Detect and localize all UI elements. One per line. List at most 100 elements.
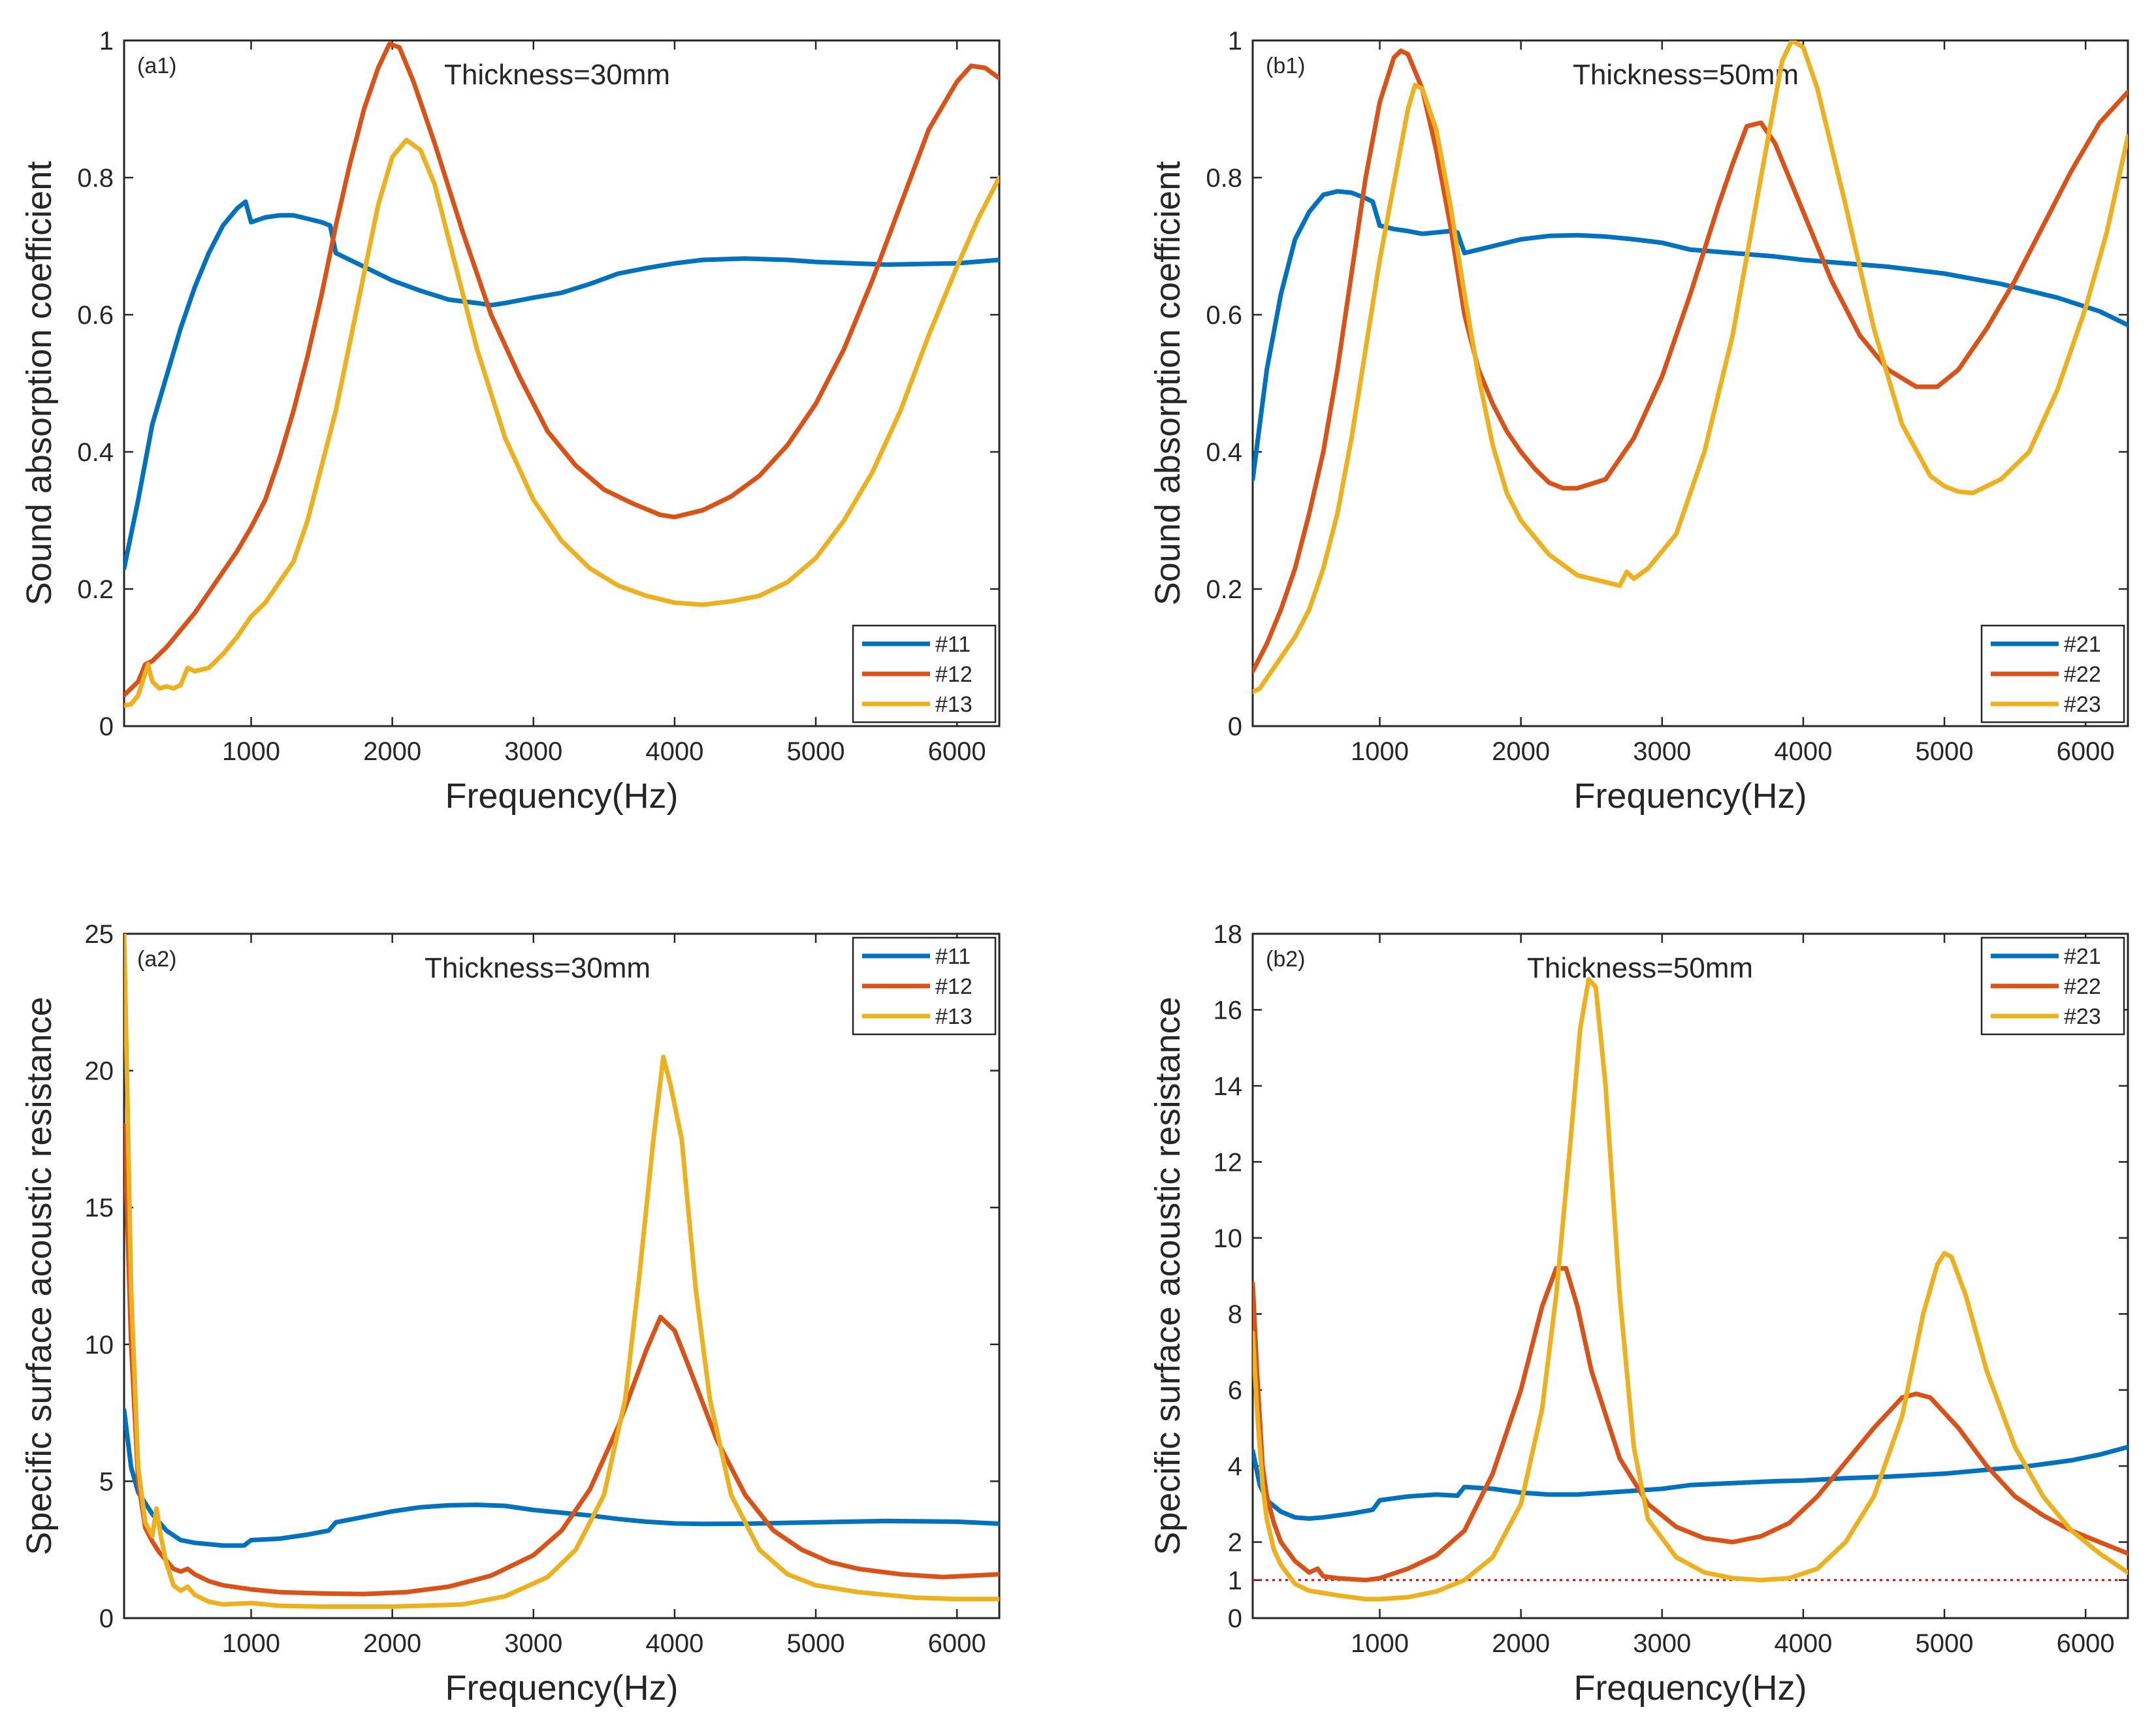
x-axis-label-a2: Frequency(Hz) [445,1668,678,1708]
x-tick-label-a2-5: 6000 [928,1629,986,1658]
y-tick-label-b2-1: 1 [1228,1567,1242,1595]
panel-tag-b2: (b2) [1266,947,1305,972]
y-axis-label-a1: Sound absorption coefficient [20,161,59,605]
y-tick-label-a2-5: 25 [85,920,114,949]
x-tick-label-a1-4: 5000 [787,737,845,766]
y-tick-label-b1-2: 0.4 [1206,438,1242,467]
y-tick-label-b2-9: 16 [1214,996,1243,1025]
legend-label-b1-21: #21 [2064,632,2101,657]
series-line-a1-12 [124,41,999,698]
x-tick-label-a1-2: 3000 [504,737,562,766]
plot-area-a2 [123,932,1001,1619]
legend-label-b2-22: #22 [2064,974,2101,999]
plot-area-a1 [123,39,1001,727]
x-tick-label-a2-2: 3000 [504,1629,562,1658]
legend-b1: #21 #22 #23 [1980,624,2125,724]
y-tick-label-b2-4: 6 [1228,1377,1242,1405]
x-tick-label-a2-4: 5000 [787,1629,845,1658]
y-tick-label-b2-2: 2 [1228,1529,1242,1557]
y-tick-label-b2-7: 12 [1214,1148,1243,1177]
x-tick-label-b1-0: 1000 [1351,737,1409,766]
chart-panel-a1: 1000 2000 3000 4000 5000 6000 0 0.2 0.4 0.6 0.8 1 Fr… [20,27,1001,816]
y-tick-label-a2-2: 10 [85,1331,114,1360]
y-tick-label-a2-1: 5 [99,1467,114,1496]
y-tick-label-a1-0: 0 [99,712,114,741]
x-tick-label-a2-1: 2000 [363,1629,421,1658]
legend-a2: #11 #12 #13 [852,936,997,1036]
x-tick-label-b2-0: 1000 [1351,1629,1409,1658]
y-tick-label-a2-3: 15 [85,1194,114,1222]
legend-label-b1-23: #23 [2064,692,2101,717]
y-tick-label-b1-3: 0.6 [1206,301,1242,330]
chart-panel-b2: 1000 2000 3000 4000 5000 60000124681012141618… [1148,920,2129,1708]
x-axis-label-a1: Frequency(Hz) [445,776,678,816]
legend-label-b2-21: #21 [2064,944,2101,969]
y-tick-label-b2-3: 4 [1228,1452,1242,1481]
panel-tag-a2: (a2) [137,947,176,972]
legend-label-a2-13: #13 [935,1004,973,1029]
x-tick-label-a1-5: 6000 [928,737,986,766]
series-line-a2-12 [124,1122,999,1597]
thickness-label-a1: Thickness=30mm [444,59,670,91]
x-tick-label-b2-2: 3000 [1633,1629,1691,1658]
legend-label-a2-11: #11 [935,944,971,969]
x-tick-label-b1-1: 2000 [1492,737,1550,766]
y-tick-label-a2-0: 0 [99,1604,114,1633]
thickness-label-b2: Thickness=50mm [1527,952,1753,984]
y-tick-label-b2-10: 18 [1214,920,1243,949]
y-tick-label-a2-4: 20 [85,1057,114,1086]
x-tick-label-b1-4: 5000 [1916,737,1974,766]
y-axis-label-b1: Sound absorption coefficient [1148,161,1187,605]
x-axis-label-b2: Frequency(Hz) [1573,1668,1807,1708]
y-tick-label-b1-5: 1 [1228,27,1242,56]
y-tick-label-b1-4: 0.8 [1206,164,1242,193]
thickness-label-b1: Thickness=50mm [1573,59,1799,91]
x-tick-label-b2-5: 6000 [2057,1629,2115,1658]
legend-b2: #21 #22 #23 [1980,936,2125,1036]
series-line-b1-21 [1253,189,2128,482]
series-line-b2-22 [1253,1265,2128,1583]
y-tick-label-b1-1: 0.2 [1206,575,1242,604]
series-line-b1-22 [1253,48,2128,674]
x-tick-label-a2-0: 1000 [222,1629,280,1658]
y-tick-label-a1-2: 0.4 [77,438,114,467]
y-tick-label-b1-0: 0 [1228,712,1242,741]
x-tick-label-b1-2: 3000 [1633,737,1691,766]
thickness-label-a2: Thickness=30mm [425,952,651,984]
x-tick-label-a2-3: 4000 [645,1629,703,1658]
x-tick-label-b1-3: 4000 [1774,737,1832,766]
panel-tag-b1: (b1) [1266,54,1305,78]
chart-panel-b1: 1000 2000 3000 4000 5000 6000 0 0.2 0.4 0.6 0.8 1 Fr… [1148,27,2129,816]
x-tick-label-b2-1: 2000 [1492,1629,1550,1658]
y-tick-label-b2-5: 8 [1228,1300,1242,1329]
plot-area-b2 [1251,932,2129,1619]
x-tick-label-b2-4: 5000 [1916,1629,1974,1658]
legend-label-b2-23: #23 [2064,1004,2101,1029]
series-line-b2-21 [1253,1444,2128,1521]
panel-tag-a1: (a1) [137,54,176,78]
legend-label-a1-13: #13 [935,692,973,717]
series-line-a1-13 [124,137,999,708]
x-tick-label-b2-3: 4000 [1774,1629,1832,1658]
y-tick-label-a1-3: 0.6 [77,301,114,330]
x-tick-label-b1-5: 6000 [2057,737,2115,766]
y-tick-label-b2-6: 10 [1214,1224,1243,1253]
x-tick-label-a1-3: 4000 [645,737,703,766]
series-line-b2-23 [1253,977,2128,1602]
legend-label-a2-12: #12 [935,974,973,999]
y-axis-label-a2: Specific surface acoustic resistance [20,996,59,1555]
series-line-b1-23 [1253,40,2128,694]
x-tick-label-a1-1: 2000 [363,737,421,766]
legend-label-a1-11: #11 [935,632,971,657]
y-tick-label-a1-5: 1 [99,27,114,56]
y-tick-label-a1-1: 0.2 [77,575,114,604]
series-line-a2-13 [124,934,999,1609]
chart-panel-a2: 1000 2000 3000 4000 5000 6000 0 5 10 15 20 25 Freque… [20,920,1001,1708]
y-tick-label-b2-8: 14 [1214,1072,1243,1101]
plot-area-b1 [1251,39,2129,727]
series-line-a1-11 [124,199,999,571]
y-tick-label-a1-4: 0.8 [77,164,114,193]
x-tick-label-a1-0: 1000 [222,737,280,766]
legend-label-b1-22: #22 [2064,662,2101,687]
